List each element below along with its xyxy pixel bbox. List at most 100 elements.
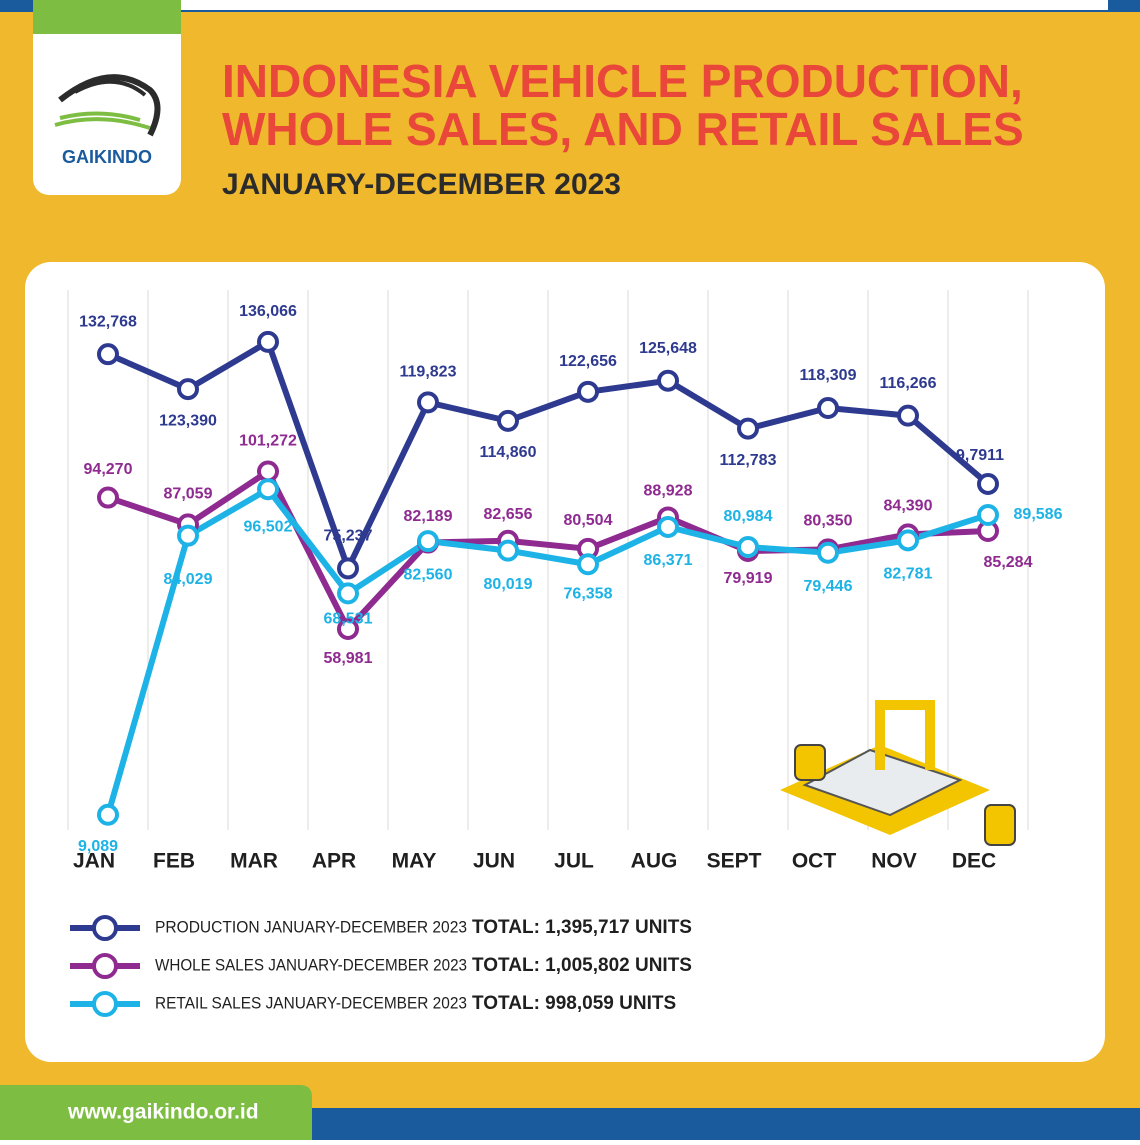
data-label: 9,089 (78, 838, 118, 855)
data-point (257, 478, 279, 501)
brand: GAIKINDO (62, 147, 152, 167)
data-label: 88,928 (644, 483, 693, 500)
data-point (337, 617, 359, 640)
x-tick-label: MAY (392, 850, 437, 873)
data-point (737, 417, 759, 440)
data-label: 122,656 (559, 353, 617, 370)
data-point (97, 803, 119, 826)
x-tick-label: JUL (554, 850, 594, 873)
data-point (897, 404, 919, 427)
data-label: 123,390 (159, 412, 217, 429)
series-line (107, 468, 989, 632)
data-label: 68,531 (324, 611, 373, 628)
data-label: 76,358 (564, 585, 613, 602)
data-label: 75,237 (324, 528, 373, 545)
data-point (337, 557, 359, 580)
data-point (177, 378, 199, 401)
legend-entry: RETAIL SALES JANUARY-DECEMBER 2023 (155, 993, 467, 1012)
data-label: 132,768 (79, 313, 137, 330)
data-label: 118,309 (800, 367, 857, 384)
x-tick-label: MAR (230, 850, 278, 873)
data-label: 82,656 (484, 506, 533, 523)
subtitle: JANUARY-DECEMBER 2023 (222, 168, 621, 201)
legend-total: TOTAL: 1,005,802 UNITS (472, 955, 692, 976)
footer-tab (0, 1085, 312, 1140)
data-point (977, 472, 999, 495)
data-label: 101,272 (239, 433, 297, 450)
data-point (657, 515, 679, 538)
data-point (257, 460, 279, 483)
data-point (497, 539, 519, 562)
data-point (817, 397, 839, 420)
data-point (977, 503, 999, 526)
website: www.gaikindo.or.id (67, 1101, 259, 1124)
data-point (737, 536, 759, 559)
legend-entry: PRODUCTION JANUARY-DECEMBER 2023 (155, 917, 467, 936)
data-label: 114,860 (480, 444, 537, 461)
data-label: 87,059 (164, 486, 213, 503)
chart-card (25, 262, 1105, 1062)
data-label: 80,984 (724, 508, 773, 525)
top-strip (180, 0, 1108, 10)
legend-total: TOTAL: 998,059 UNITS (472, 993, 676, 1014)
data-label: 84,390 (884, 498, 933, 515)
data-point (657, 369, 679, 392)
data-point (417, 530, 439, 553)
data-label: 96,502 (244, 518, 293, 535)
data-point (97, 486, 119, 509)
legend-marker (92, 991, 118, 1017)
logo-swoosh (58, 74, 161, 137)
logo-tab (33, 0, 181, 34)
data-point (577, 553, 599, 576)
data-label: 82,560 (404, 566, 453, 583)
data-label: 119,823 (400, 364, 457, 381)
data-label: 82,189 (404, 508, 453, 525)
data-label: 79,446 (804, 578, 853, 595)
legend-entry: WHOLE SALES JANUARY-DECEMBER 2023 (155, 955, 467, 974)
footer-bar (312, 1108, 1140, 1140)
data-point (97, 343, 119, 366)
data-label: 112,783 (720, 452, 777, 469)
x-tick-label: JUN (473, 850, 515, 873)
series-line (105, 486, 989, 816)
x-tick-label: DEC (952, 850, 996, 873)
logo-swoosh (74, 79, 147, 97)
data-point (257, 330, 279, 353)
data-point (817, 541, 839, 564)
title-line: INDONESIA VEHICLE PRODUCTION, (222, 55, 1023, 107)
x-tick-label: APR (312, 850, 356, 873)
x-tick-label: OCT (792, 850, 837, 873)
x-tick-label: SEPT (707, 850, 762, 873)
x-tick-label: FEB (153, 850, 195, 873)
data-label: 85,284 (984, 554, 1033, 571)
data-label: 9,7911 (956, 447, 1004, 464)
data-label: 79,919 (724, 570, 773, 587)
plot: JAN FEB MAR APR MAY JUN JUL AUG SEPT OCT NOV DEC 132… (67, 290, 1063, 1017)
data-point (577, 380, 599, 403)
data-label: 125,648 (639, 340, 697, 357)
data-point (497, 409, 519, 432)
data-label: 94,270 (84, 461, 133, 478)
data-point (177, 524, 199, 547)
legend-marker (92, 915, 118, 941)
logo-card (33, 0, 181, 195)
data-label: 84,029 (164, 571, 213, 588)
data-label: 80,504 (564, 512, 613, 529)
data-point (417, 391, 439, 414)
data-label: 89,586 (1014, 506, 1063, 523)
data-point (337, 582, 359, 605)
legend-marker (92, 953, 118, 979)
logo-swoosh (54, 111, 151, 130)
series-line (106, 338, 990, 572)
legend-total: TOTAL: 1,395,717 UNITS (472, 917, 692, 938)
x-tick-label: JAN (73, 850, 115, 873)
data-point (897, 529, 919, 552)
title-line: WHOLE SALES, AND RETAIL SALES (222, 103, 1024, 155)
x-tick-label: AUG (631, 850, 678, 873)
data-label: 82,781 (884, 566, 933, 583)
data-label: 136,066 (239, 303, 297, 320)
data-label: 86,371 (644, 552, 693, 569)
x-tick-label: NOV (871, 850, 917, 873)
data-label: 116,266 (880, 375, 937, 392)
